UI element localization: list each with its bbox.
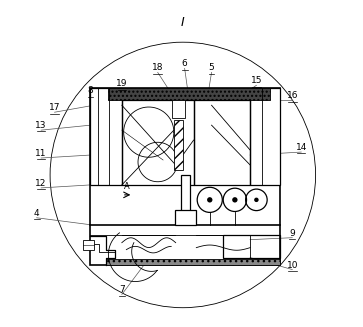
Bar [174, 120, 183, 170]
Text: 18: 18 [152, 63, 163, 72]
Bar [90, 88, 122, 185]
Text: 14: 14 [295, 143, 307, 152]
Text: A: A [124, 182, 130, 191]
Bar [193, 100, 250, 185]
Text: 10: 10 [286, 261, 298, 269]
Bar [172, 100, 185, 118]
Bar [181, 175, 190, 215]
Text: 17: 17 [49, 103, 60, 112]
Text: 9: 9 [289, 229, 295, 238]
Circle shape [207, 197, 212, 202]
Text: 7: 7 [119, 285, 125, 294]
Bar [122, 100, 193, 185]
Bar [250, 88, 280, 185]
Text: 12: 12 [36, 179, 47, 188]
Bar [83, 240, 94, 250]
Text: 16: 16 [286, 91, 298, 100]
Text: I: I [181, 16, 185, 29]
Text: 13: 13 [35, 121, 47, 130]
Text: 19: 19 [116, 79, 128, 88]
Bar [223, 235, 280, 258]
Text: 5: 5 [209, 63, 215, 72]
Circle shape [254, 198, 259, 202]
Bar [106, 259, 280, 265]
Text: 4: 4 [34, 209, 40, 218]
Bar [175, 210, 196, 225]
Circle shape [232, 197, 237, 202]
Text: 6: 6 [182, 60, 188, 68]
Bar [90, 88, 280, 265]
Bar [109, 88, 270, 100]
Text: 15: 15 [250, 76, 262, 85]
Text: 11: 11 [35, 149, 47, 158]
Text: 8: 8 [87, 86, 93, 95]
